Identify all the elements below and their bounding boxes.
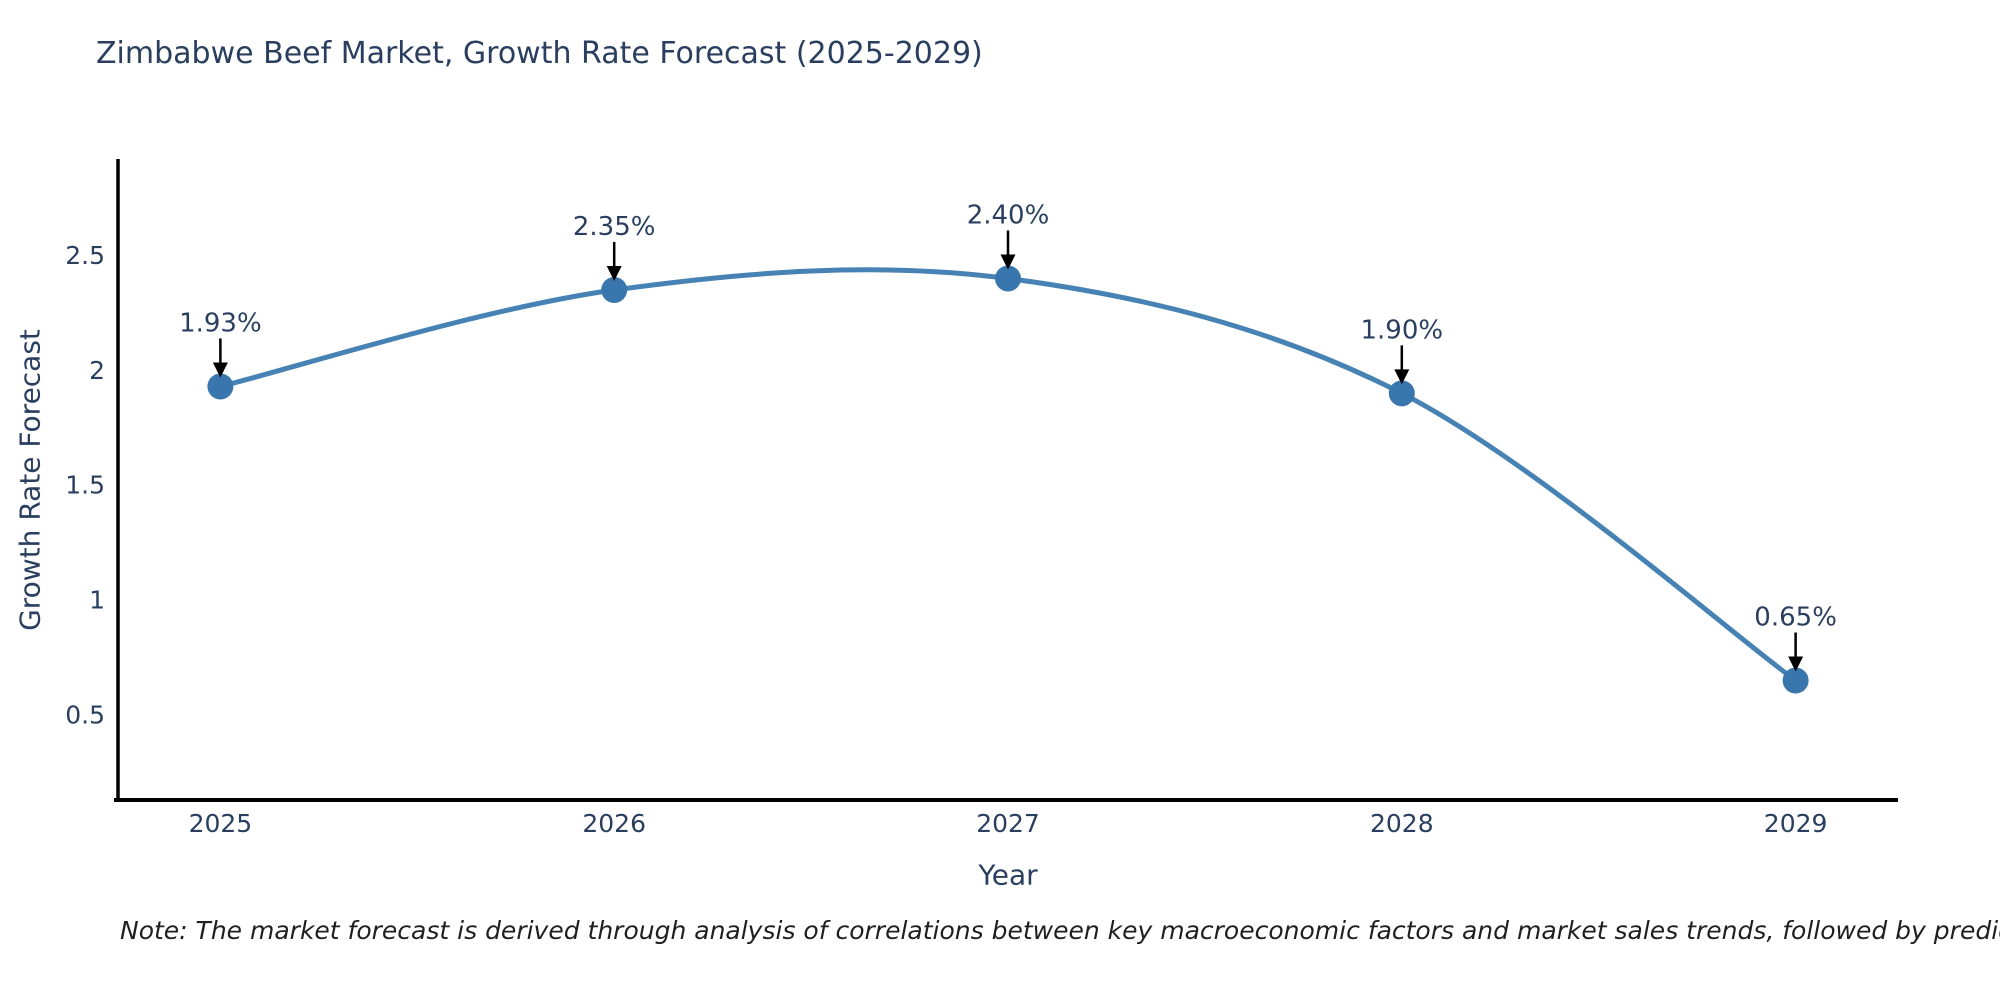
chart-title: Zimbabwe Beef Market, Growth Rate Foreca… (96, 36, 983, 71)
data-point-marker (1388, 380, 1415, 407)
point-annotation-label: 1.90% (1361, 315, 1444, 345)
annotation-arrowhead (1000, 254, 1016, 270)
footnote: Note: The market forecast is derived thr… (120, 916, 2000, 945)
y-tick-label: 1.5 (65, 471, 105, 500)
data-point-marker (207, 373, 234, 400)
x-tick-label: 2025 (189, 809, 253, 838)
y-tick-label: 0.5 (65, 700, 105, 729)
point-annotation-label: 2.40% (967, 200, 1050, 230)
y-axis-title: Growth Rate Forecast (13, 329, 47, 631)
data-point-marker (1782, 667, 1809, 694)
annotation-arrowhead (1788, 656, 1804, 672)
y-tick-label: 2 (89, 356, 105, 385)
point-annotation-label: 0.65% (1754, 603, 1837, 633)
x-tick-label: 2028 (1370, 809, 1434, 838)
x-tick-label: 2029 (1764, 809, 1828, 838)
x-tick-label: 2026 (582, 809, 646, 838)
data-point-marker (601, 276, 628, 303)
annotation-arrowhead (1394, 369, 1410, 385)
y-tick-label: 1 (89, 586, 105, 615)
x-tick-label: 2027 (976, 809, 1040, 838)
annotation-arrowhead (606, 265, 622, 281)
data-point-marker (995, 265, 1021, 292)
point-annotation-label: 1.93% (179, 308, 262, 338)
point-annotation-label: 2.35% (573, 212, 656, 242)
line-series (219, 267, 1798, 683)
x-axis-title: Year (978, 858, 1038, 892)
annotation-arrowhead (212, 362, 228, 378)
y-tick-label: 2.5 (65, 241, 105, 270)
